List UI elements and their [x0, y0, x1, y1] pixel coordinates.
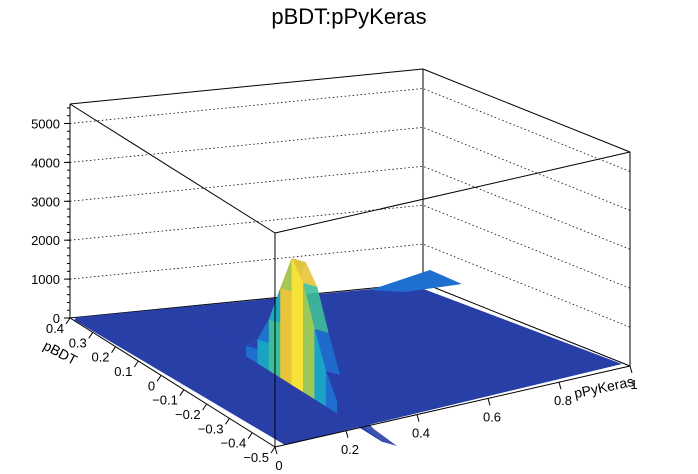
- surface-floor-fill: [74, 285, 622, 445]
- x-axis: 0 0.2 0.4 0.6 0.8 1: [274, 365, 638, 473]
- x-tick-5: [629, 365, 633, 374]
- z-tick-label-0: 0: [53, 311, 60, 326]
- y-tick-label-2: 0.2: [91, 350, 109, 365]
- y-tick-5: [179, 389, 185, 396]
- x-tick-0: [274, 446, 278, 455]
- z-gridline-5: [69, 88, 631, 172]
- y-tick-6: [202, 403, 208, 411]
- y-tick-label-9: −0.5: [243, 450, 269, 465]
- box-top-back-left: [69, 68, 424, 105]
- box-floor-back-right: [422, 282, 631, 367]
- y-tick-label-6: −0.2: [175, 407, 201, 422]
- surface-peak: [189, 258, 397, 446]
- z-tick-label-1: 1000: [31, 272, 60, 287]
- box-floor-back-left: [69, 282, 424, 319]
- z-gridline-4: [69, 126, 631, 211]
- surface-band-side-10: [314, 329, 341, 376]
- x-tick-3: [487, 398, 491, 406]
- chart-title: pBDT:pPyKeras: [271, 4, 426, 29]
- box-back-edges: [69, 68, 631, 367]
- y-tick-9: [270, 446, 276, 454]
- surface-band-side-12: [337, 401, 375, 430]
- z-axis: 0 1000 2000 3000 4000 5000: [31, 107, 70, 326]
- surface-floor: [74, 270, 622, 445]
- x-tick-label-0: 0: [275, 458, 282, 473]
- x-tick-label-2: 0.4: [412, 426, 430, 441]
- y-axis: 0.4 0.3 0.2 0.1 0−0.1−0.2−0.3−0.4−0.5: [46, 317, 276, 465]
- x-tick-label-5: 1: [630, 377, 637, 392]
- z-tick-label-4: 4000: [31, 155, 60, 170]
- x-tick-2: [416, 414, 420, 422]
- y-tick-7: [225, 418, 230, 425]
- box-top-back-right: [422, 68, 631, 153]
- x-tick-1: [345, 430, 349, 438]
- x-tick-label-4: 0.8: [554, 393, 572, 408]
- y-tick-label-7: −0.3: [198, 421, 224, 436]
- y-tick-8: [247, 432, 253, 439]
- y-tick-label-1: 0.3: [69, 335, 87, 350]
- surface-band-side-1: [212, 333, 238, 344]
- y-tick-label-3: 0.1: [114, 364, 132, 379]
- surface-band-side-8: [291, 258, 318, 287]
- y-tick-label-0: 0.4: [46, 321, 64, 336]
- surface-band-side-9: [303, 282, 329, 333]
- box-top-front-right: [274, 151, 631, 234]
- box-top-front-left: [69, 103, 276, 234]
- z-gridline-2: [69, 204, 631, 289]
- y-tick-0: [65, 317, 71, 325]
- surface-floor-bump: [370, 270, 462, 292]
- y-tick-label-4: 0: [148, 378, 155, 393]
- z-tick-label-3: 3000: [31, 194, 60, 209]
- z-tick-label-5: 5000: [31, 116, 60, 131]
- surface-band-side-13: [360, 425, 397, 446]
- box-floor-front-right: [274, 365, 631, 448]
- x-tick-label-1: 0.2: [341, 442, 359, 457]
- box-front-edges: [69, 103, 631, 448]
- z-gridline-3: [69, 165, 631, 250]
- surface-band-side-0: [189, 320, 227, 338]
- x-tick-4: [558, 382, 562, 390]
- y-tick-2: [111, 346, 116, 353]
- box-floor-front-left: [69, 317, 276, 448]
- y-tick-label-8: −0.4: [221, 436, 247, 451]
- y-tick-label-5: −0.1: [152, 393, 178, 408]
- x-tick-label-3: 0.6: [483, 409, 501, 424]
- y-tick-4: [156, 375, 162, 382]
- surface-band-side-11: [326, 371, 352, 406]
- y-tick-1: [88, 332, 94, 339]
- y-tick-3: [133, 360, 139, 368]
- z-tick-label-2: 2000: [31, 233, 60, 248]
